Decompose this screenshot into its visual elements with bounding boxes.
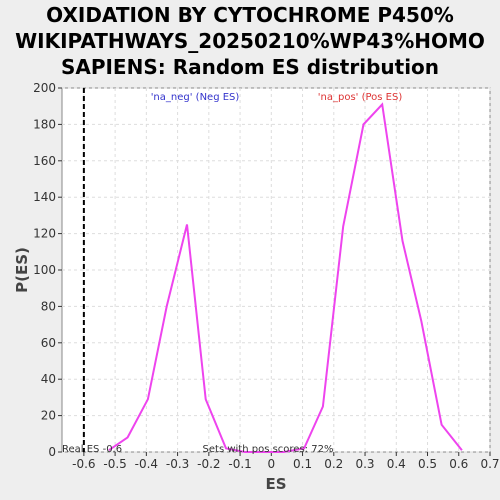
pos-scores-label: Sets with pos scores: 72% (203, 444, 334, 455)
grid-lines (62, 87, 491, 453)
es-distribution-line (108, 102, 463, 453)
x-axis-label: ES (265, 475, 286, 493)
y-tick-label: 200 (33, 81, 56, 95)
y-tick-label: 160 (33, 154, 56, 168)
y-axis-ticks: 0 20 40 60 80 100 120 140 160 180 200 (33, 81, 62, 459)
x-tick-label: 0.6 (449, 457, 468, 471)
chart-title-line-2: WIKIPATHWAYS_20250210%WP43%HOMO (15, 29, 485, 53)
x-tick-label: 0.2 (324, 457, 343, 471)
x-tick-label: 0.5 (418, 457, 437, 471)
x-tick-label: -0.3 (166, 457, 189, 471)
neg-es-label: 'na_neg' (Neg ES) (151, 92, 240, 103)
chart-title-line-3: SAPIENS: Random ES distribution (61, 55, 439, 79)
x-tick-label: -0.1 (228, 457, 251, 471)
x-tick-label: 0.3 (355, 457, 374, 471)
chart-title-line-1: OXIDATION BY CYTOCHROME P450% (46, 3, 454, 27)
y-tick-label: 120 (33, 227, 56, 241)
y-axis-label: P(ES) (13, 247, 31, 293)
x-tick-label: -0.6 (72, 457, 95, 471)
x-tick-label: 0.7 (480, 457, 499, 471)
pos-es-label: 'na_pos' (Pos ES) (318, 92, 403, 103)
y-tick-label: 20 (41, 409, 56, 423)
x-tick-label: -0.2 (197, 457, 220, 471)
x-tick-label: 0 (267, 457, 275, 471)
plot-area (61, 87, 491, 453)
y-tick-label: 180 (33, 117, 56, 131)
x-tick-label: 0.4 (387, 457, 406, 471)
y-tick-label: 80 (41, 299, 56, 313)
x-axis-ticks: -0.6 -0.5 -0.4 -0.3 -0.2 -0.1 0 0.1 0.2 0.3 0.4 0.5… (72, 452, 500, 471)
x-tick-label: -0.4 (135, 457, 158, 471)
y-tick-label: 100 (33, 263, 56, 277)
y-tick-label: 60 (41, 336, 56, 350)
y-tick-label: 0 (48, 445, 56, 459)
real-es-label: Real ES -0.6 (62, 444, 122, 455)
x-tick-label: -0.5 (103, 457, 126, 471)
y-tick-label: 40 (41, 372, 56, 386)
x-tick-label: 0.1 (293, 457, 312, 471)
y-tick-label: 140 (33, 190, 56, 204)
